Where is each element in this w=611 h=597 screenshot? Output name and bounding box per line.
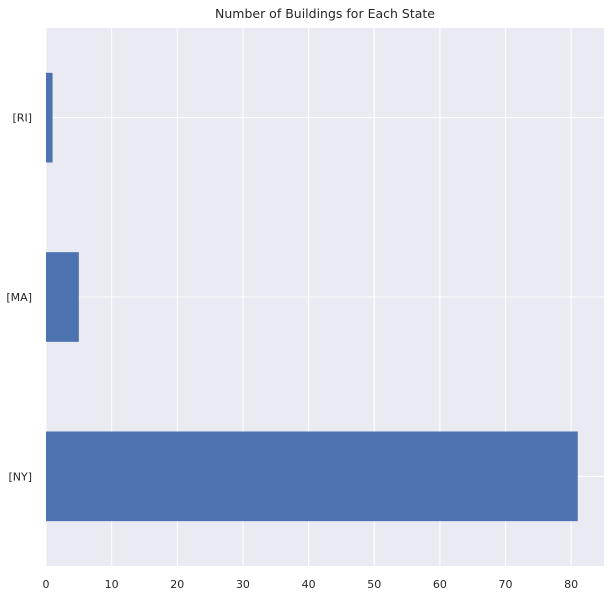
x-tick-label: 30 xyxy=(236,578,250,591)
chart-title: Number of Buildings for Each State xyxy=(215,6,435,21)
bar-ny xyxy=(46,431,578,522)
x-tick-label: 0 xyxy=(43,578,50,591)
y-tick-label: [NY] xyxy=(8,470,32,483)
y-axis-ticks: [RI] [MA] [NY] xyxy=(6,112,32,484)
bars xyxy=(46,72,578,522)
x-tick-label: 40 xyxy=(302,578,316,591)
x-tick-label: 50 xyxy=(367,578,381,591)
grid-lines xyxy=(45,28,604,566)
x-tick-label: 70 xyxy=(499,578,513,591)
bar-ri xyxy=(46,72,53,163)
bar-ma xyxy=(46,252,79,342)
x-axis-ticks: 0 10 20 30 40 50 60 70 80 xyxy=(43,578,579,591)
x-tick-label: 60 xyxy=(433,578,447,591)
y-tick-label: [MA] xyxy=(6,291,32,304)
x-tick-label: 10 xyxy=(105,578,119,591)
y-tick-label: [RI] xyxy=(13,112,32,125)
x-tick-label: 20 xyxy=(170,578,184,591)
x-tick-label: 80 xyxy=(564,578,578,591)
